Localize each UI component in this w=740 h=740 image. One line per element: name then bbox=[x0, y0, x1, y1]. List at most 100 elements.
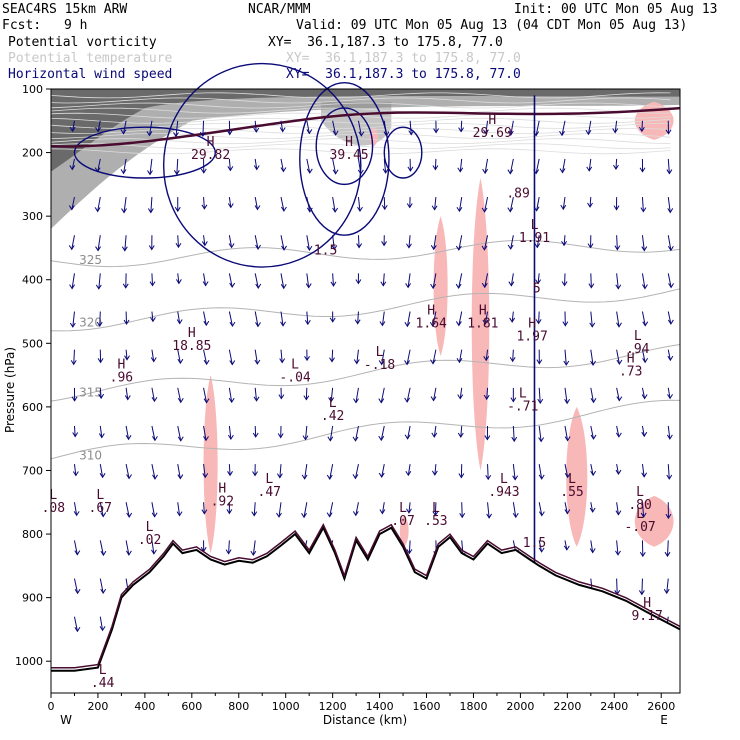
wind-vector bbox=[406, 387, 411, 403]
wind-vector bbox=[408, 540, 411, 554]
pv-extremum-value-27: 9.17 bbox=[631, 609, 662, 624]
wind-vector-head bbox=[326, 512, 333, 518]
wind-vector bbox=[99, 464, 104, 478]
wind-vector bbox=[510, 235, 514, 250]
wind-vector-head bbox=[352, 436, 359, 442]
wind-vector-head bbox=[203, 436, 209, 442]
wind-vector bbox=[641, 273, 646, 289]
pv-extremum-kind-5: H bbox=[188, 326, 196, 341]
wind-vector bbox=[382, 273, 385, 286]
wind-vector bbox=[357, 158, 362, 174]
wind-vector bbox=[512, 349, 514, 362]
wind-vector bbox=[484, 311, 489, 325]
pv-extremum-kind-23: L bbox=[500, 472, 508, 487]
wind-vector-head bbox=[281, 245, 287, 251]
wind-vector bbox=[97, 158, 101, 172]
wind-vector bbox=[561, 120, 566, 136]
header-fcst-label: Fcst: bbox=[2, 18, 42, 33]
pink-region-6 bbox=[369, 127, 379, 147]
wind-vector bbox=[590, 425, 594, 440]
wind-vector-head bbox=[202, 281, 209, 287]
theta-contour-upper bbox=[50, 107, 671, 114]
wind-vector-head bbox=[615, 284, 622, 290]
wind-vector bbox=[616, 464, 619, 475]
wind-vector-head bbox=[279, 358, 286, 364]
pv-extremum-value-8: -.18 bbox=[364, 358, 395, 373]
pv-extremum-value-28: .44 bbox=[91, 676, 115, 691]
wind-vector bbox=[667, 197, 671, 213]
wind-vector bbox=[151, 273, 154, 286]
pv-extremum-kind-28: L bbox=[99, 663, 107, 678]
wind-vector bbox=[641, 502, 645, 517]
wind-vector bbox=[562, 158, 566, 173]
terrain-line bbox=[51, 525, 681, 672]
wind-vector bbox=[99, 578, 104, 594]
wind-vector-head bbox=[201, 204, 208, 210]
wind-vector-head bbox=[481, 282, 488, 289]
x-tick-label: 200 bbox=[87, 700, 108, 713]
wind-vector bbox=[564, 464, 569, 478]
wind-vector bbox=[432, 273, 437, 289]
wind-vector-head bbox=[665, 513, 672, 520]
x-tick-label: 1400 bbox=[366, 700, 394, 713]
wind-vector-head bbox=[126, 512, 133, 518]
wind-vector-head bbox=[329, 357, 335, 363]
pv-extremum-value-14: .73 bbox=[619, 364, 642, 379]
wind-vector bbox=[511, 311, 514, 322]
wind-vector-head bbox=[561, 281, 568, 287]
wind-vector bbox=[509, 158, 514, 174]
wind-vector-head bbox=[430, 396, 437, 402]
wind-vector-head bbox=[666, 434, 673, 440]
wind-vector-head bbox=[176, 511, 183, 517]
wind-vector bbox=[564, 502, 568, 514]
wind-vector-head bbox=[151, 512, 158, 518]
wind-vector-head bbox=[430, 359, 436, 365]
wind-vector bbox=[125, 502, 130, 518]
pv-extremum-value-1: 39.45 bbox=[330, 148, 369, 163]
wind-vector-head bbox=[175, 279, 182, 285]
y-tick-label: 1000 bbox=[15, 655, 43, 668]
wind-vector-head bbox=[177, 398, 184, 404]
wind-vector-head bbox=[561, 241, 567, 247]
wind-vector bbox=[99, 387, 102, 399]
wind-vector-head bbox=[203, 320, 210, 327]
wind-vector-head bbox=[177, 358, 184, 365]
x-tick-label: 400 bbox=[134, 700, 155, 713]
wind-vector-head bbox=[481, 245, 488, 251]
wind-vector bbox=[383, 120, 387, 136]
wind-vector bbox=[332, 158, 337, 174]
wind-vector bbox=[71, 235, 75, 250]
wind-vector bbox=[177, 273, 180, 284]
wind-vector-head bbox=[151, 396, 158, 403]
wind-vector bbox=[177, 349, 181, 364]
pv-extremum-value-6: .96 bbox=[110, 371, 133, 386]
pv-extremum-value-2: 29.69 bbox=[473, 126, 512, 141]
wind-vector bbox=[380, 425, 385, 441]
wind-vector-head bbox=[585, 130, 592, 136]
wind-vector-head bbox=[332, 130, 339, 136]
wind-vector-head bbox=[455, 283, 462, 289]
wind-vector-head bbox=[404, 434, 411, 440]
wind-vector bbox=[484, 158, 489, 174]
field-theta-xy: XY= 36.1,187.3 to 175.8, 77.0 bbox=[286, 51, 521, 66]
wind-vector bbox=[563, 235, 566, 246]
pv-extremum-kind-20: L bbox=[265, 472, 273, 487]
wind-vector bbox=[487, 464, 489, 480]
wind-vector-head bbox=[253, 165, 260, 171]
pv-extremum-value-24: .55 bbox=[560, 485, 583, 500]
wind-vector-head bbox=[538, 511, 545, 517]
wind-vector bbox=[280, 273, 285, 289]
y-tick-label: 300 bbox=[22, 210, 43, 223]
wind-speed-label-2: 1.5 bbox=[523, 536, 546, 551]
theta-label-325: 325 bbox=[79, 253, 102, 267]
wind-vector bbox=[458, 311, 463, 326]
wind-vector-head bbox=[641, 246, 648, 252]
wind-vector-head bbox=[254, 359, 261, 365]
pv-extremum-value-0: 29.82 bbox=[191, 148, 230, 163]
wind-vector bbox=[254, 311, 259, 327]
wind-vector bbox=[564, 540, 568, 550]
wind-vector bbox=[73, 349, 75, 365]
wind-vector bbox=[203, 197, 205, 209]
wind-vector bbox=[125, 540, 130, 556]
wind-vector-head bbox=[559, 131, 565, 137]
